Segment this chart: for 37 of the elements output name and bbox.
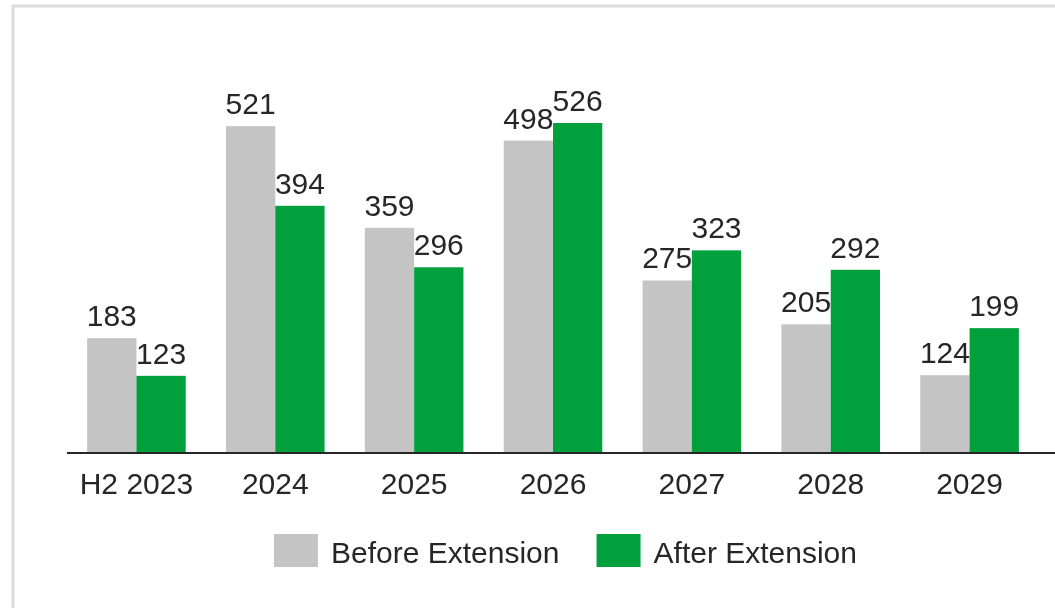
bar [781,324,831,453]
x-tick-label: H2 2023 [79,467,194,500]
data-label: 296 [413,228,464,262]
data-label: 123 [136,336,187,370]
x-tick-label: 2026 [519,467,587,500]
data-label: 394 [274,166,325,200]
data-label: 498 [503,101,554,135]
legend-label: Before Extension [330,536,560,569]
bar [364,227,415,453]
data-label: 275 [642,241,693,275]
data-label: 323 [691,211,742,245]
x-tick-label: 2028 [797,467,865,500]
x-tick-label: 2027 [658,467,726,500]
data-label: 205 [781,285,832,319]
data-label: 124 [919,336,970,370]
bar [691,250,742,453]
bar [225,126,276,453]
data-label: 526 [552,84,603,117]
bar [830,269,881,453]
data-label: 199 [969,289,1020,323]
bar [275,205,325,453]
x-tick-label: 2029 [936,467,1003,500]
bar [969,328,1019,453]
legend-label: After Extension [653,536,857,569]
bar [87,338,137,453]
bar [503,140,553,453]
bar [642,280,692,453]
x-tick-label: 2025 [380,467,448,500]
data-label: 521 [225,87,276,121]
x-tick-label: 2024 [241,467,309,500]
data-label: 359 [364,188,415,222]
data-label: 292 [830,230,881,264]
bar [553,123,603,453]
bar [920,375,970,453]
bar [136,375,186,453]
bar [414,267,464,453]
data-label: 183 [86,299,137,333]
